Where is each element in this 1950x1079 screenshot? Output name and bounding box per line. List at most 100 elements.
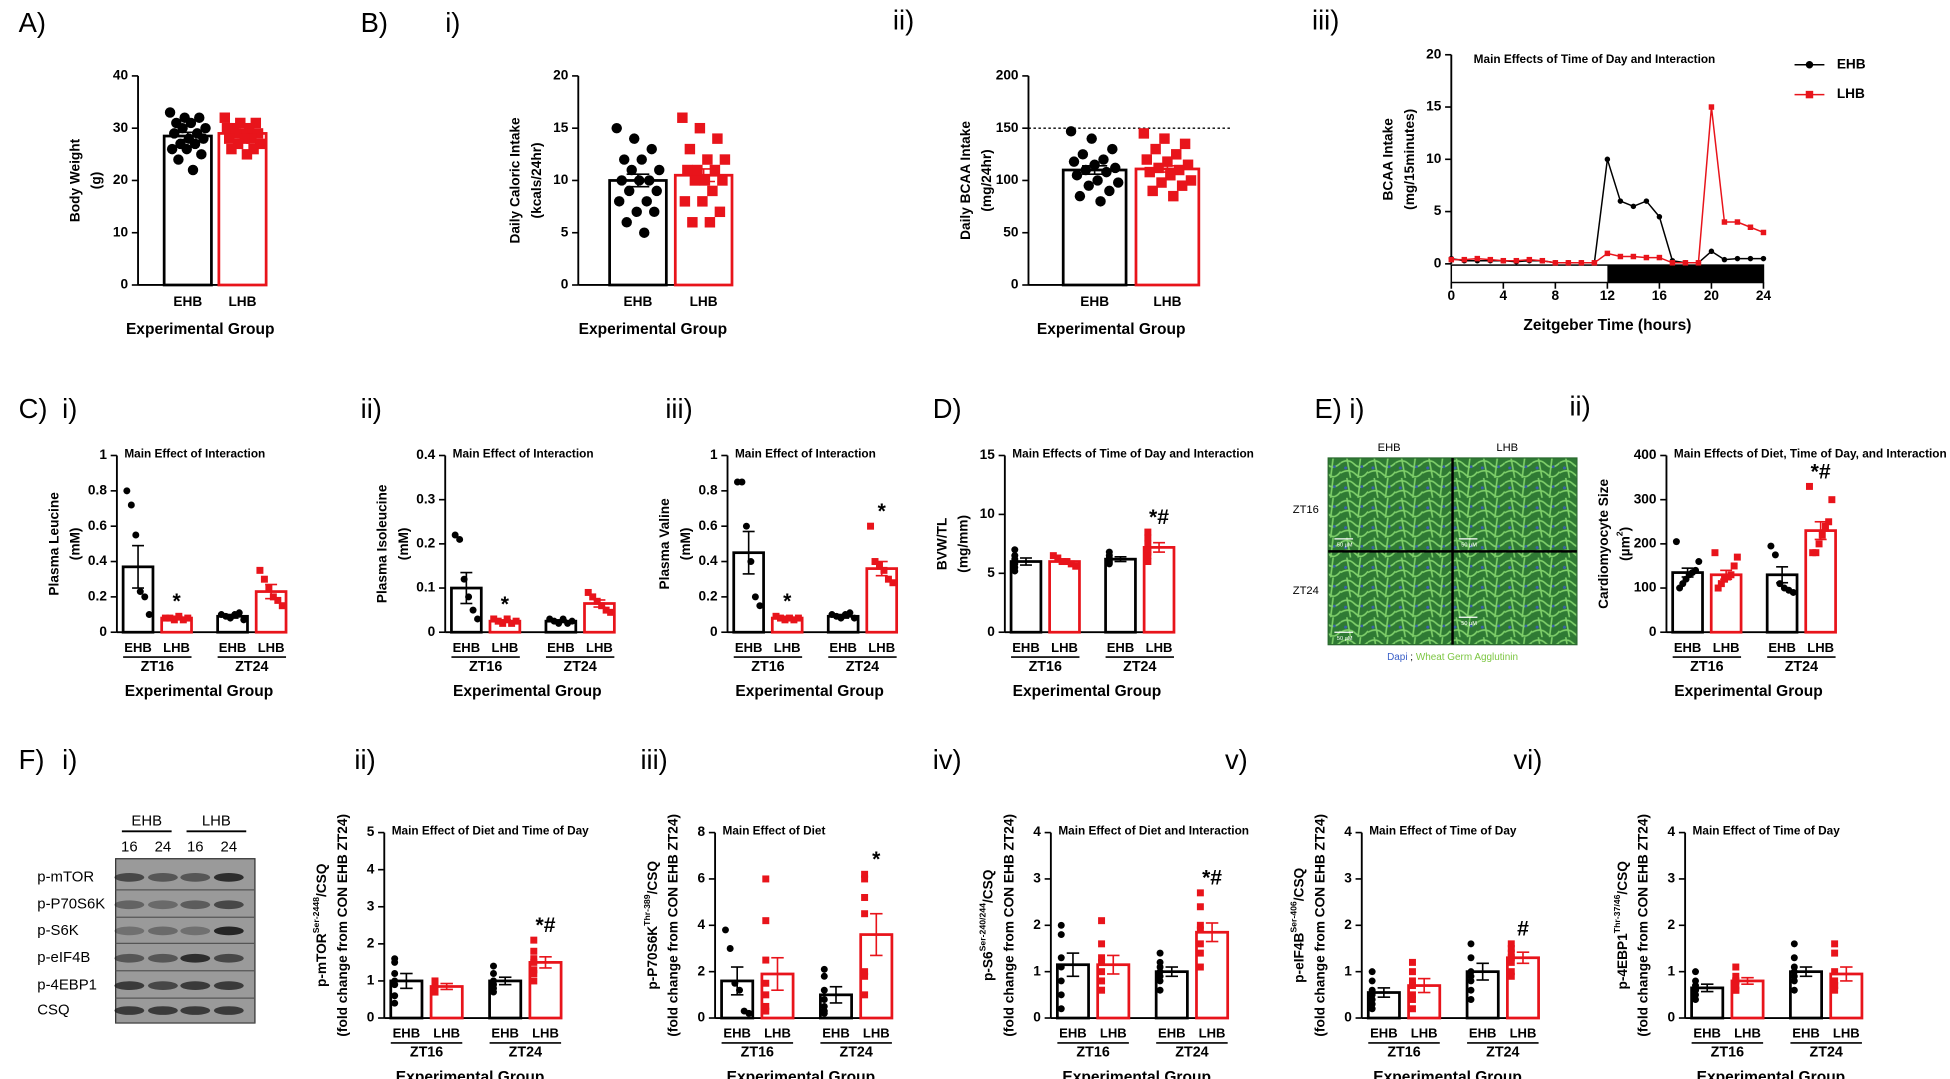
data-point [232, 138, 244, 150]
data-point [1578, 260, 1585, 266]
y-axis-label: BVW/TL [934, 518, 949, 570]
y-tick-label: 2 [698, 963, 706, 978]
blot-band [147, 900, 178, 910]
data-point [709, 164, 721, 176]
data-point [1408, 995, 1416, 1003]
y-axis-label: Daily BCAA Intake [958, 121, 973, 240]
panel-label: B) [361, 7, 388, 38]
data-point [611, 122, 622, 134]
y-tick-label: 4 [698, 917, 706, 932]
significance-label: # [1517, 918, 1529, 941]
y-tick-label: 2 [367, 935, 375, 950]
data-point [1730, 562, 1738, 570]
data-point [1104, 185, 1115, 197]
data-point [1057, 991, 1065, 999]
y-tick-label: 5 [1434, 203, 1442, 218]
bar [1104, 557, 1137, 634]
y-tick-label: 10 [113, 224, 129, 239]
error-bar [742, 530, 755, 575]
y-axis-label: (mg/15minutes) [1402, 109, 1417, 210]
group-label: ZT16 [410, 1045, 443, 1061]
data-point [1057, 963, 1065, 971]
data-point [1733, 553, 1741, 561]
x-tick-label: LHB [1833, 1026, 1860, 1041]
data-point [1474, 255, 1481, 262]
y-axis-label: (µm2) [1615, 527, 1632, 561]
x-tick-label: 12 [1600, 288, 1616, 303]
blot-lane: 24 [155, 838, 172, 855]
group-label: ZT16 [1076, 1045, 1109, 1061]
micrograph: EHB LHB ZT16 ZT24 50 µM 50 µM 50 µM 50 µ… [1293, 442, 1578, 663]
caption-part: Wheat Germ Agglutinin [1416, 652, 1518, 663]
x-tick-label: EHB [1469, 1026, 1497, 1041]
data-point [1708, 104, 1715, 110]
x-axis-label: Experimental Group [735, 683, 884, 700]
y-tick-label: 0.8 [699, 482, 718, 497]
data-point [631, 206, 642, 218]
blot-row-label: p-P70S6K [37, 896, 105, 913]
blot-lane: 24 [221, 838, 238, 855]
x-tick-label: LHB [863, 1026, 890, 1041]
y-axis-label-part: /CSQ [645, 861, 660, 895]
blot-band [147, 926, 178, 936]
x-tick-label: 0 [1448, 288, 1456, 303]
data-point [1112, 177, 1124, 188]
data-point [1068, 156, 1080, 167]
data-point [1144, 540, 1152, 548]
y-tick-label: 2 [1033, 917, 1041, 932]
data-point [1098, 940, 1106, 948]
data-point [200, 122, 211, 134]
data-point [503, 615, 511, 623]
data-point [1565, 260, 1572, 266]
x-tick-label: EHB [219, 640, 247, 655]
group-label: ZT24 [509, 1045, 542, 1061]
data-point [1617, 198, 1624, 204]
x-tick-label: EHB [1768, 640, 1796, 655]
y-tick-label: 10 [1426, 151, 1442, 166]
panel-label: vi) [1513, 744, 1542, 775]
data-point [820, 965, 828, 973]
x-tick-label: 8 [1552, 288, 1560, 303]
data-point [1173, 164, 1185, 176]
blot-band [114, 873, 145, 882]
data-point [1734, 255, 1741, 262]
data-point [530, 966, 538, 974]
x-tick-label: 20 [1704, 288, 1720, 303]
y-axis-label: Plasma Isoleucine [375, 484, 390, 603]
data-point [1110, 162, 1121, 174]
data-point [1507, 958, 1515, 966]
data-point [654, 164, 665, 176]
blot-lane: 16 [187, 838, 204, 855]
panel-label: i) [62, 744, 77, 775]
data-point [762, 991, 770, 999]
error-bar [1377, 987, 1391, 998]
data-point [1054, 554, 1062, 562]
data-point [1831, 940, 1839, 948]
blot-band [114, 1006, 145, 1015]
data-point [241, 149, 253, 160]
data-point [646, 143, 657, 155]
panel-label: ii) [893, 5, 914, 36]
y-tick-label: 10 [553, 172, 569, 187]
data-point [1144, 552, 1152, 560]
data-point [123, 487, 131, 495]
y-axis-label: (mg/24hr) [979, 149, 994, 211]
data-point [1760, 229, 1767, 236]
data-point [1448, 256, 1455, 263]
data-point [240, 616, 248, 624]
x-axis-label: Experimental Group [453, 683, 602, 700]
data-point [762, 956, 770, 964]
error-bar [1476, 962, 1489, 981]
blot-band [213, 953, 244, 963]
error-bar [1153, 541, 1166, 553]
y-tick-label: 400 [1634, 447, 1657, 462]
data-point [189, 138, 201, 150]
x-tick-label: LHB [1051, 640, 1078, 655]
legend-marker [1805, 90, 1814, 99]
data-point [196, 149, 207, 160]
y-axis-label-part: 2 [1615, 531, 1625, 536]
y-tick-label: 0 [1649, 624, 1657, 639]
panel-label: E) [1315, 393, 1342, 424]
y-tick-label: 15 [980, 447, 996, 462]
data-point [626, 164, 637, 176]
